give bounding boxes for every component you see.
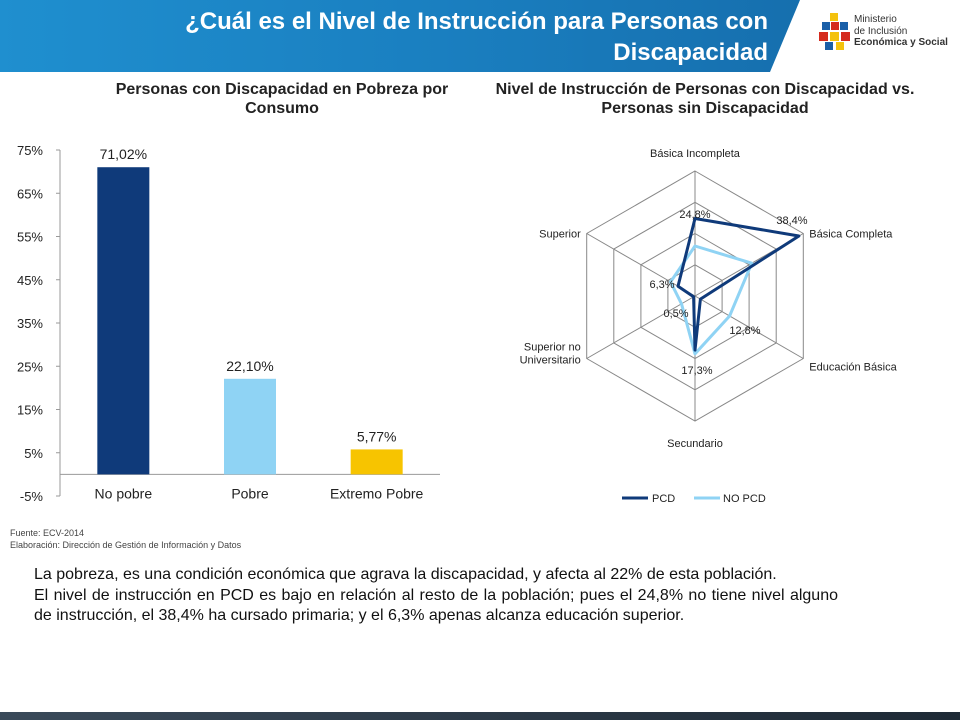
body-paragraph-2: El nivel de instrucción en PCD es bajo e… <box>34 586 838 625</box>
bar-chart: -5% 5% 15% 25% 35% 45% 55% 65% 75% 71,02% No pobre… <box>17 143 440 504</box>
logo-line-3: Económica y Social <box>854 37 948 48</box>
radar-spoke <box>694 295 804 359</box>
y-tick-label: 55% <box>17 230 43 245</box>
ministry-logo: Ministerio de Inclusión Económica y Soci… <box>818 12 953 62</box>
y-tick-label: -5% <box>20 489 44 504</box>
elaboration-line: Elaboración: Dirección de Gestión de Inf… <box>10 539 242 550</box>
y-tick-label: 45% <box>17 273 43 288</box>
radar-data-label: 38,4% <box>776 215 807 227</box>
bar <box>350 449 403 475</box>
legend-label-pcd: PCD <box>652 493 675 505</box>
x-tick-label: Extremo Pobre <box>330 485 424 501</box>
body-text: La pobreza, es una condición económica q… <box>34 565 838 627</box>
data-label: 5,77% <box>357 428 397 444</box>
x-tick-label: No pobre <box>95 485 153 501</box>
radar-axis-label: Básica Completa <box>809 229 893 241</box>
radar-axis-label: Básica Incompleta <box>650 148 741 160</box>
radar-axis-label: Superior no <box>524 342 581 354</box>
bar-chart-title: Personas con Discapacidad en Pobreza por… <box>115 81 449 117</box>
legend-label-no-pcd: NO PCD <box>723 493 766 505</box>
header-band <box>0 0 800 72</box>
y-tick-label: 5% <box>24 446 43 461</box>
radar-data-label: 6,3% <box>649 279 674 291</box>
y-tick-label: 15% <box>17 403 43 418</box>
data-label: 71,02% <box>100 146 147 162</box>
radar-spoke <box>586 295 696 359</box>
radar-series-line <box>676 217 801 352</box>
body-paragraph-1: La pobreza, es una condición económica q… <box>34 566 777 583</box>
radar-data-label: 24,8% <box>679 209 710 221</box>
source-line: Fuente: ECV-2014 <box>10 528 85 538</box>
header: ¿Cuál es el Nivel de Instrucción para Pe… <box>0 0 960 72</box>
radar-axis-label: Secundario <box>667 438 723 450</box>
y-tick-label: 65% <box>17 186 43 201</box>
y-tick-label: 75% <box>17 143 43 158</box>
y-tick-label: 25% <box>17 359 43 374</box>
radar-data-label: 17,3% <box>681 365 712 377</box>
radar-axis-label: Educación Básica <box>809 362 897 374</box>
logo-line-1: Ministerio <box>854 14 897 25</box>
radar-data-label: 12,8% <box>729 325 760 337</box>
y-tick-label: 35% <box>17 316 43 331</box>
radar-data-label: 0,5% <box>663 308 688 320</box>
radar-axis-label: Superior <box>539 229 581 241</box>
logo-text: Ministerio de Inclusión Económica y Soci… <box>854 14 948 49</box>
logo-line-2: de Inclusión <box>854 25 908 37</box>
data-label: 22,10% <box>226 358 273 374</box>
radar-series-line <box>669 244 754 356</box>
radar-axis-label: Universitario <box>520 355 581 367</box>
ministry-emblem-icon <box>819 13 850 50</box>
radar-chart-title: Nivel de Instrucción de Personas con Dis… <box>495 81 915 117</box>
radar-chart: Básica Incompleta Básica Completa Educació… <box>520 148 898 505</box>
page-title: ¿Cuál es el Nivel de Instrucción para Pe… <box>185 8 768 66</box>
footer-bar <box>0 712 960 720</box>
source-note: Fuente: ECV-2014 Elaboración: Dirección … <box>10 528 241 551</box>
bar <box>97 167 150 475</box>
x-tick-label: Pobre <box>231 485 269 501</box>
bar <box>224 378 276 475</box>
